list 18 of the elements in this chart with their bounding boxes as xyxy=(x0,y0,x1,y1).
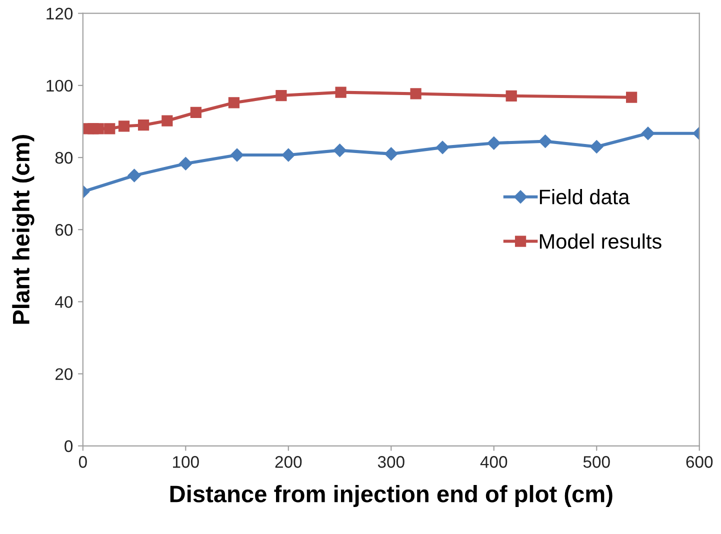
y-tick-label: 40 xyxy=(55,296,73,308)
y-tick-label: 80 xyxy=(55,152,73,164)
x-tick-label: 200 xyxy=(275,456,302,468)
x-tick-label: 600 xyxy=(686,456,713,468)
y-tick-label: 60 xyxy=(56,224,73,236)
x-tick-label: 400 xyxy=(480,456,508,468)
y-axis-title: Plant height (cm) xyxy=(12,135,34,324)
legend-label: Model results xyxy=(540,233,662,249)
y-tick-label: 100 xyxy=(46,80,73,92)
y-tick-label: 0 xyxy=(64,440,73,452)
x-tick-label: 100 xyxy=(173,456,199,468)
x-axis-title: Distance from injection end of plot (cm) xyxy=(170,485,612,508)
legend-label: Field data xyxy=(540,189,630,204)
y-tick-label: 120 xyxy=(46,8,73,20)
x-tick-label: 300 xyxy=(378,456,404,468)
x-tick-label: 0 xyxy=(78,456,87,468)
x-tick-label: 500 xyxy=(583,456,610,468)
y-tick-label: 20 xyxy=(55,368,73,380)
